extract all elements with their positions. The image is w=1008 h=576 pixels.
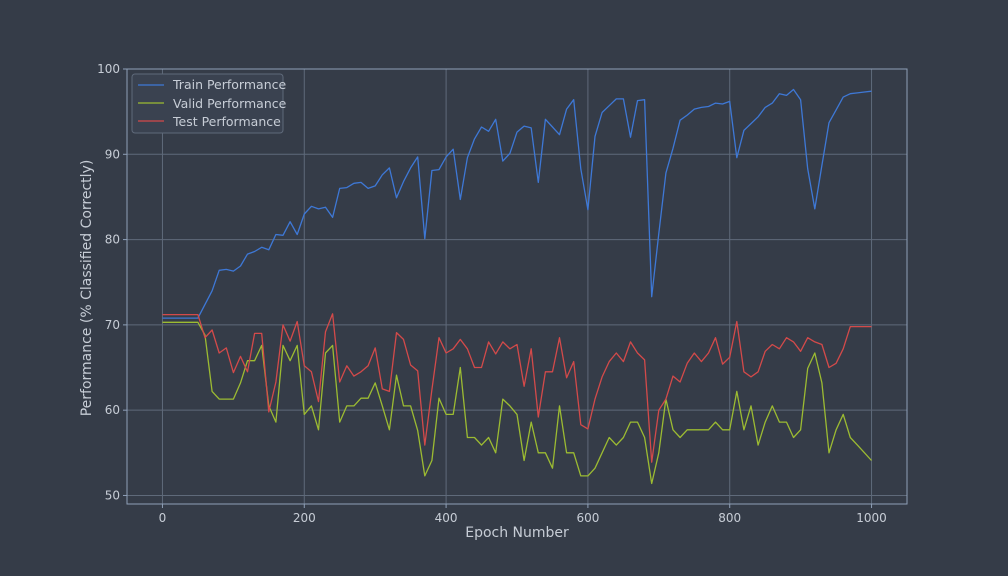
- x-tick-label: 600: [576, 511, 599, 525]
- train-performance-line: [162, 88, 872, 319]
- x-axis-title: Epoch Number: [465, 525, 569, 541]
- legend: Train Performance Valid Performance Test…: [131, 73, 287, 134]
- legend-label-train: Train Performance: [172, 77, 286, 92]
- y-tick-label: 50: [105, 488, 120, 502]
- y-tick-label: 90: [105, 147, 120, 161]
- series-lines: [162, 88, 872, 485]
- legend-label-test: Test Performance: [172, 114, 281, 129]
- x-tick-label: 800: [718, 511, 741, 525]
- grid-lines: [127, 68, 907, 504]
- legend-label-valid: Valid Performance: [173, 96, 287, 111]
- x-tick-label: 0: [159, 511, 167, 525]
- x-tick-label: 1000: [856, 511, 887, 525]
- y-tick-label: 60: [105, 403, 120, 417]
- axis-ticks: 0 200 400 600 800 1000 50 60 70 80 90 100: [97, 62, 887, 525]
- y-tick-label: 80: [105, 233, 120, 247]
- valid-performance-line: [162, 321, 872, 485]
- legend-box: [131, 73, 284, 134]
- y-tick-label: 100: [97, 62, 120, 76]
- y-axis-title: Performance (% Classified Correctly): [79, 160, 95, 417]
- x-tick-label: 200: [293, 511, 316, 525]
- test-performance-line: [162, 313, 872, 463]
- plot-frame: [126, 68, 908, 505]
- x-tick-label: 400: [435, 511, 458, 525]
- y-tick-label: 70: [105, 318, 120, 332]
